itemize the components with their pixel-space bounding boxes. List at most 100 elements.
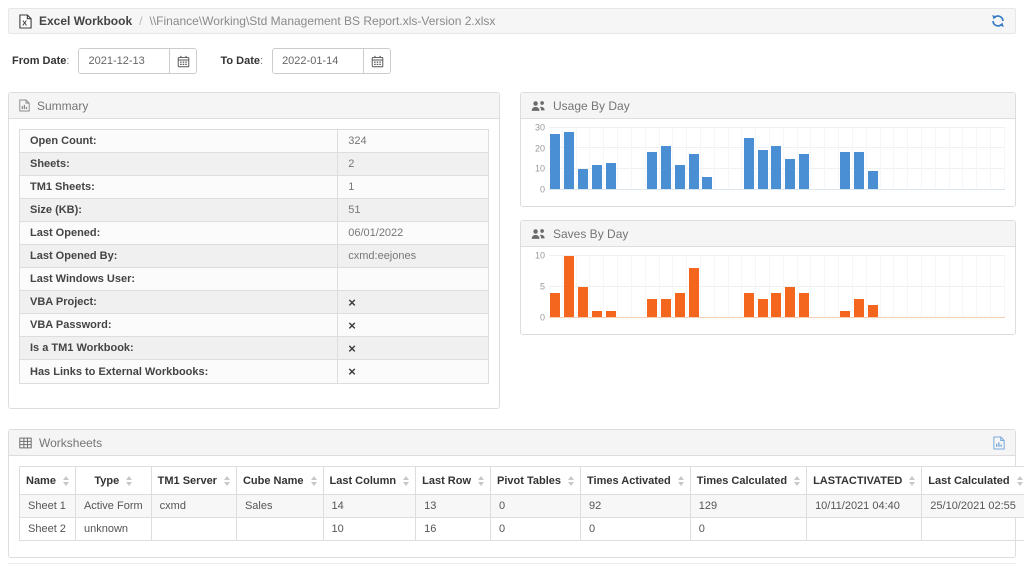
bar-slot	[604, 256, 618, 317]
summary-row-value: 1	[338, 176, 488, 198]
bar-slot	[687, 256, 701, 317]
usage-panel-title: Usage By Day	[553, 99, 630, 113]
file-chart-icon	[19, 99, 30, 112]
bar	[771, 146, 781, 189]
bar	[771, 293, 781, 317]
export-file-icon[interactable]	[993, 436, 1005, 450]
breadcrumb-bar: X Excel Workbook / \\Finance\Working\Std…	[8, 8, 1016, 34]
bars-container	[549, 128, 1005, 189]
sort-icon	[909, 476, 915, 486]
bar-slot	[701, 128, 715, 189]
bar-slot	[991, 256, 1005, 317]
bar	[758, 299, 768, 317]
worksheets-column-header[interactable]: Last Column	[323, 467, 416, 495]
worksheets-column-header[interactable]: Times Activated	[581, 467, 691, 495]
bar	[744, 293, 754, 317]
summary-panel-header: Summary	[9, 93, 499, 119]
worksheets-table-cell: 0	[581, 518, 691, 541]
bar-slot	[908, 256, 922, 317]
summary-row-label: Has Links to External Workbooks:	[20, 360, 338, 383]
column-header-label: Type	[94, 475, 119, 487]
to-date-label: To Date:	[220, 55, 263, 67]
worksheets-table-cell: 92	[581, 495, 691, 518]
bar	[799, 293, 809, 317]
worksheets-table-cell	[807, 518, 922, 541]
bar	[689, 154, 699, 189]
summary-row: Open Count:324	[20, 130, 488, 153]
to-date-calendar-icon[interactable]	[363, 49, 390, 73]
bar-slot	[867, 128, 881, 189]
worksheets-column-header[interactable]: Last Calculated	[922, 467, 1024, 495]
bar	[868, 171, 878, 189]
bar-slot	[922, 128, 936, 189]
summary-row-label: Open Count:	[20, 130, 338, 152]
summary-row-label: Size (KB):	[20, 199, 338, 221]
worksheets-column-header[interactable]: TM1 Server	[151, 467, 236, 495]
worksheets-table-cell	[236, 518, 323, 541]
bar	[675, 293, 685, 317]
column-header-label: Name	[26, 475, 56, 487]
worksheets-panel-header: Worksheets	[9, 430, 1015, 456]
x-mark-icon: ×	[348, 365, 356, 378]
worksheets-column-header[interactable]: Cube Name	[236, 467, 323, 495]
bar	[661, 299, 671, 317]
sort-up-arrow	[909, 476, 915, 480]
column-header-label: Last Calculated	[928, 475, 1009, 487]
summary-row: TM1 Sheets:1	[20, 176, 488, 199]
saves-panel-title: Saves By Day	[553, 227, 628, 241]
y-axis-tick-label: 10	[535, 165, 545, 174]
sort-up-arrow	[126, 476, 132, 480]
y-axis-tick-label: 5	[540, 283, 545, 292]
bar-slot	[742, 256, 756, 317]
bar-slot	[604, 128, 618, 189]
from-date-input[interactable]	[79, 49, 169, 73]
svg-text:X: X	[22, 18, 27, 27]
bar-slot	[839, 128, 853, 189]
to-date-input[interactable]	[273, 49, 363, 73]
column-header-label: Times Calculated	[697, 475, 787, 487]
y-axis-tick-label: 20	[535, 144, 545, 153]
bar	[592, 165, 602, 189]
bar-slot	[881, 256, 895, 317]
summary-row: Last Opened By:cxmd:eejones	[20, 245, 488, 268]
worksheets-column-header[interactable]: Last Row	[416, 467, 491, 495]
bar-slot	[977, 256, 991, 317]
to-date-input-group	[272, 48, 391, 74]
bar	[606, 311, 616, 317]
summary-row-value: ×	[338, 314, 488, 336]
usage-plot-area	[549, 128, 1005, 190]
bar-slot	[770, 128, 784, 189]
x-mark-icon: ×	[348, 319, 356, 332]
worksheets-column-header[interactable]: LASTACTIVATED	[807, 467, 922, 495]
worksheets-column-header[interactable]: Name	[20, 467, 76, 495]
bar-slot	[660, 128, 674, 189]
worksheets-panel-title: Worksheets	[39, 436, 102, 450]
y-axis-tick-label: 0	[540, 314, 545, 323]
refresh-icon[interactable]	[991, 14, 1005, 28]
sort-icon	[794, 476, 800, 486]
worksheets-table-cell: Sheet 1	[20, 495, 76, 518]
bar-slot	[563, 128, 577, 189]
bar	[647, 152, 657, 189]
column-header-label: LASTACTIVATED	[813, 475, 902, 487]
from-date-calendar-icon[interactable]	[169, 49, 196, 73]
worksheets-table-cell: cxmd	[151, 495, 236, 518]
page-title: Excel Workbook	[39, 14, 132, 28]
bar-slot	[825, 128, 839, 189]
sort-down-arrow	[403, 482, 409, 486]
bar	[647, 299, 657, 317]
summary-row: Last Windows User:	[20, 268, 488, 291]
worksheets-table-cell: 10/11/2021 04:40	[807, 495, 922, 518]
worksheets-column-header[interactable]: Times Calculated	[690, 467, 806, 495]
column-header-label: Times Activated	[587, 475, 671, 487]
column-header-label: Last Column	[330, 475, 397, 487]
sort-down-arrow	[568, 482, 574, 486]
worksheets-table-cell: 16	[416, 518, 491, 541]
worksheets-column-header[interactable]: Type	[75, 467, 151, 495]
bar	[578, 287, 588, 318]
worksheets-column-header[interactable]: Pivot Tables	[491, 467, 581, 495]
